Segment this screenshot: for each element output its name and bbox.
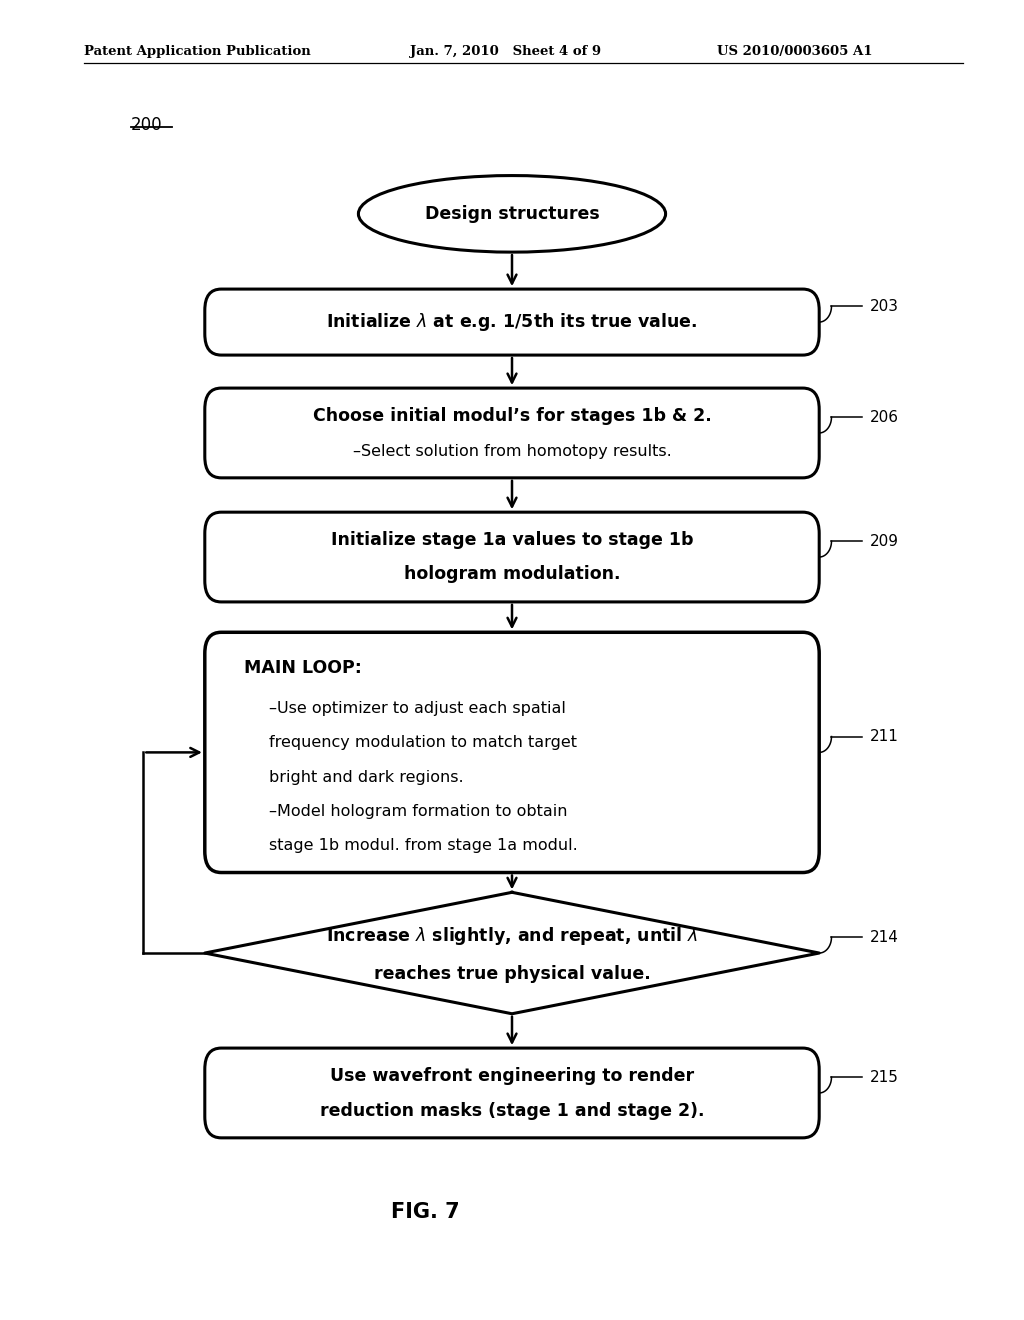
Text: US 2010/0003605 A1: US 2010/0003605 A1 xyxy=(717,45,872,58)
Text: 215: 215 xyxy=(869,1069,898,1085)
FancyBboxPatch shape xyxy=(205,1048,819,1138)
Text: Initialize stage 1a values to stage 1b: Initialize stage 1a values to stage 1b xyxy=(331,531,693,549)
Text: reduction masks (stage 1 and stage 2).: reduction masks (stage 1 and stage 2). xyxy=(319,1102,705,1121)
Text: frequency modulation to match target: frequency modulation to match target xyxy=(269,735,578,750)
Text: Design structures: Design structures xyxy=(425,205,599,223)
Text: Patent Application Publication: Patent Application Publication xyxy=(84,45,310,58)
Text: 214: 214 xyxy=(869,929,898,945)
Polygon shape xyxy=(205,892,819,1014)
FancyBboxPatch shape xyxy=(205,632,819,873)
FancyBboxPatch shape xyxy=(205,388,819,478)
Text: –Model hologram formation to obtain: –Model hologram formation to obtain xyxy=(269,804,568,818)
Text: MAIN LOOP:: MAIN LOOP: xyxy=(244,659,361,677)
Text: 206: 206 xyxy=(869,409,898,425)
Text: Choose initial modul’s for stages 1b & 2.: Choose initial modul’s for stages 1b & 2… xyxy=(312,407,712,425)
Text: 211: 211 xyxy=(869,729,898,744)
Text: hologram modulation.: hologram modulation. xyxy=(403,565,621,583)
Text: reaches true physical value.: reaches true physical value. xyxy=(374,965,650,983)
Text: 203: 203 xyxy=(869,298,898,314)
Text: –Use optimizer to adjust each spatial: –Use optimizer to adjust each spatial xyxy=(269,701,566,715)
FancyBboxPatch shape xyxy=(205,289,819,355)
Text: bright and dark regions.: bright and dark regions. xyxy=(269,770,464,784)
Text: Jan. 7, 2010   Sheet 4 of 9: Jan. 7, 2010 Sheet 4 of 9 xyxy=(410,45,601,58)
Text: –Select solution from homotopy results.: –Select solution from homotopy results. xyxy=(352,444,672,459)
Text: Use wavefront engineering to render: Use wavefront engineering to render xyxy=(330,1067,694,1085)
Text: 209: 209 xyxy=(869,533,898,549)
Text: stage 1b modul. from stage 1a modul.: stage 1b modul. from stage 1a modul. xyxy=(269,838,579,853)
Text: 200: 200 xyxy=(131,116,163,135)
Text: FIG. 7: FIG. 7 xyxy=(390,1201,460,1222)
Text: Initialize $\lambda$ at e.g. 1/5th its true value.: Initialize $\lambda$ at e.g. 1/5th its t… xyxy=(327,312,697,333)
Ellipse shape xyxy=(358,176,666,252)
FancyBboxPatch shape xyxy=(205,512,819,602)
Text: Increase $\lambda$ slightly, and repeat, until $\lambda$: Increase $\lambda$ slightly, and repeat,… xyxy=(326,925,698,946)
